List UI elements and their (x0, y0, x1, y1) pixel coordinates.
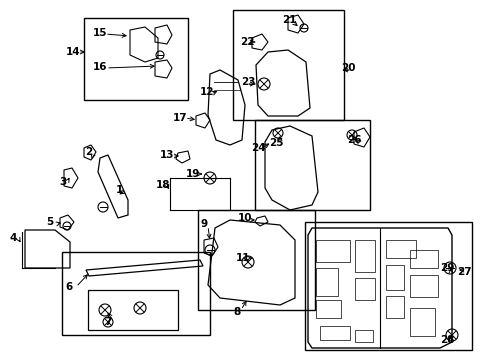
Bar (198, 210, 314, 310)
Text: 25: 25 (268, 138, 283, 148)
Text: 20: 20 (340, 63, 354, 73)
Text: 18: 18 (156, 180, 170, 190)
Bar (232, 10, 343, 120)
Bar (385, 296, 403, 318)
Bar (254, 120, 369, 210)
Bar (88, 290, 178, 330)
Bar (315, 300, 340, 318)
Text: 15: 15 (93, 28, 107, 38)
Text: 14: 14 (65, 47, 80, 57)
Text: 2: 2 (85, 147, 92, 157)
Bar (354, 240, 374, 272)
Bar (354, 278, 374, 300)
Text: 19: 19 (185, 169, 200, 179)
Text: 7: 7 (104, 317, 111, 327)
Text: 21: 21 (281, 15, 296, 25)
Bar (409, 308, 434, 336)
Text: 16: 16 (93, 62, 107, 72)
Bar (315, 240, 349, 262)
Text: 17: 17 (172, 113, 187, 123)
Bar (385, 265, 403, 290)
Bar (354, 330, 372, 342)
Bar (305, 222, 471, 350)
Bar (319, 326, 349, 340)
Bar (84, 18, 187, 100)
Text: 22: 22 (239, 37, 254, 47)
Text: 4: 4 (9, 233, 17, 243)
Text: 26: 26 (346, 135, 361, 145)
Text: 3: 3 (59, 177, 66, 187)
Text: 13: 13 (160, 150, 174, 160)
Text: 8: 8 (233, 307, 240, 317)
Text: 12: 12 (199, 87, 214, 97)
Bar (409, 250, 437, 268)
Text: 11: 11 (235, 253, 250, 263)
Text: 10: 10 (237, 213, 252, 223)
Text: 24: 24 (250, 143, 265, 153)
Text: 9: 9 (200, 219, 207, 229)
Text: 28: 28 (439, 335, 453, 345)
Text: 27: 27 (456, 267, 470, 277)
Bar (315, 268, 337, 296)
Text: 1: 1 (115, 185, 122, 195)
Bar (409, 275, 437, 297)
Bar (385, 240, 415, 258)
Text: 5: 5 (46, 217, 54, 227)
Text: 29: 29 (439, 263, 453, 273)
Bar (62, 252, 209, 335)
Text: 6: 6 (65, 282, 73, 292)
Text: 23: 23 (240, 77, 255, 87)
